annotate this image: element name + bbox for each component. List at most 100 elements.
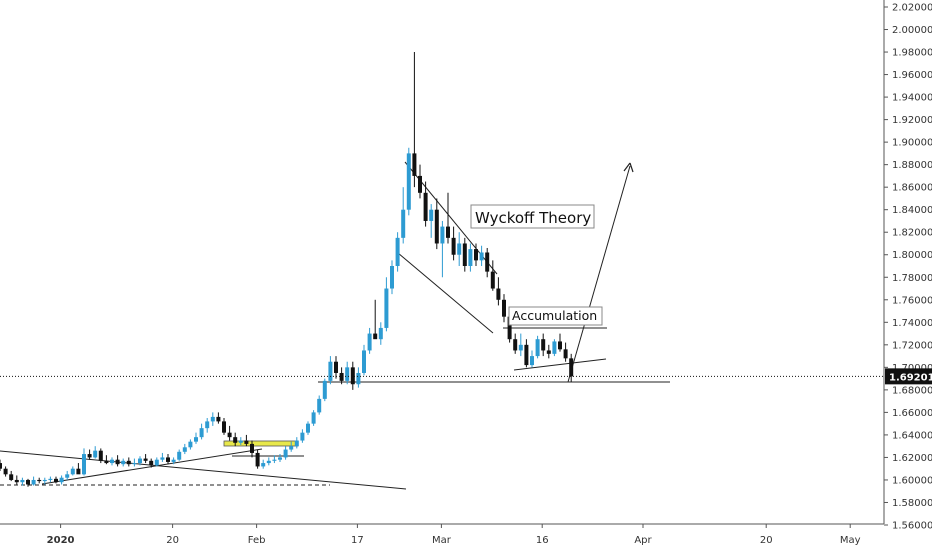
price-tick-label: 2.00000	[892, 25, 932, 36]
candle-up	[384, 288, 389, 328]
candle-up	[429, 209, 434, 221]
candle-up	[401, 209, 406, 238]
candle-down	[563, 349, 568, 359]
candle-down	[149, 460, 154, 466]
price-tick-label: 2.02000	[892, 3, 932, 14]
candle-down	[569, 358, 574, 377]
candle-down	[233, 437, 238, 443]
candle-up	[378, 327, 383, 340]
candle-down	[14, 479, 19, 483]
candle-up	[65, 474, 70, 478]
candle-up	[238, 440, 243, 443]
candle-up	[390, 266, 394, 289]
projection-arrow-line[interactable]	[567, 165, 631, 383]
wyckoff-label: Wyckoff Theory	[475, 209, 591, 227]
candle-up	[205, 421, 210, 429]
candle-down	[76, 468, 81, 475]
candle-up	[154, 459, 159, 466]
candle-down	[37, 479, 42, 482]
candle-down	[166, 457, 170, 462]
candle-up	[457, 243, 462, 255]
candle-down	[3, 468, 8, 475]
time-tick-label: Mar	[432, 535, 452, 546]
candle-down	[227, 432, 232, 438]
price-tick-label: 1.60000	[892, 475, 932, 486]
price-tick-label: 1.80000	[892, 250, 932, 261]
candle-up	[266, 460, 271, 464]
candle-down	[222, 421, 226, 433]
candle-down	[496, 288, 501, 300]
candle-down	[513, 339, 518, 351]
candle-down	[126, 460, 131, 465]
candle-up	[199, 428, 204, 438]
accumulation-label: Accumulation	[512, 308, 597, 323]
last-price-label: 1.69201	[889, 372, 932, 383]
candle-up	[300, 432, 305, 441]
time-tick-label: May	[840, 535, 861, 546]
candle-up	[518, 344, 523, 351]
candle-down	[474, 249, 478, 261]
downtrend-channel-lower[interactable]	[397, 252, 494, 334]
long-downtrend-line[interactable]	[0, 450, 407, 490]
price-tick-label: 1.68000	[892, 385, 932, 396]
candle-down	[524, 344, 529, 366]
price-tick-label: 1.70000	[892, 363, 932, 374]
candle-down	[115, 459, 120, 465]
annotations[interactable]: Wyckoff Theory Accumulation	[470, 204, 603, 326]
candle-up	[317, 398, 322, 413]
candle-up	[188, 441, 193, 448]
price-tick-label: 1.98000	[892, 48, 932, 59]
candle-down	[334, 361, 338, 373]
candle-down	[485, 252, 490, 272]
candle-up	[70, 468, 75, 475]
candle-up	[440, 226, 445, 244]
candle-down	[541, 339, 546, 351]
price-tick-label: 1.84000	[892, 205, 932, 216]
price-tick-label: 1.76000	[892, 295, 932, 306]
candle-down	[546, 350, 551, 354]
candle-up	[367, 333, 372, 351]
candle-up	[289, 446, 294, 450]
candle-up	[306, 423, 310, 433]
candle-down	[255, 452, 260, 467]
uptrend-line[interactable]	[41, 448, 263, 485]
candle-up	[121, 460, 126, 465]
candle-up	[356, 372, 361, 385]
candle-up	[530, 356, 534, 366]
candle-up	[362, 350, 366, 373]
price-axis[interactable]: 1.56000 1.58000 1.60000 1.62000 1.64000 1.660…	[883, 0, 932, 532]
candle-up	[328, 361, 333, 381]
time-axis[interactable]: 202020Feb17Mar16Apr20May18Jun15Jul	[0, 523, 932, 546]
candle-down	[412, 153, 417, 176]
candle-down	[54, 478, 58, 483]
candle-up	[93, 450, 98, 458]
candle-up	[479, 252, 484, 261]
accumulation-bottom-line[interactable]	[513, 358, 607, 371]
candle-up	[552, 341, 557, 354]
candle-down	[423, 192, 428, 221]
price-tick-label: 1.92000	[892, 115, 932, 126]
candle-down	[104, 460, 109, 464]
trend-drawings[interactable]	[0, 161, 670, 490]
candle-up	[138, 458, 142, 464]
candle-down	[250, 443, 254, 453]
wyckoff-label-box[interactable]	[470, 204, 595, 229]
candle-down	[216, 416, 221, 422]
candle-down	[434, 209, 439, 244]
price-tick-label: 1.96000	[892, 70, 932, 81]
candle-down	[446, 226, 450, 238]
time-tick-label: 2020	[47, 535, 75, 546]
candle-down	[87, 454, 92, 458]
candle-up	[132, 463, 137, 465]
time-tick-label: 20	[760, 535, 773, 546]
accumulation-label-box[interactable]	[508, 306, 603, 326]
candle-down	[9, 474, 14, 480]
candle-down	[26, 479, 30, 485]
candle-down	[451, 237, 456, 255]
price-tick-label: 1.88000	[892, 160, 932, 171]
last-price-badge	[885, 368, 932, 385]
candle-up	[160, 457, 165, 460]
candle-up	[31, 479, 36, 485]
price-tick-label: 1.90000	[892, 138, 932, 149]
